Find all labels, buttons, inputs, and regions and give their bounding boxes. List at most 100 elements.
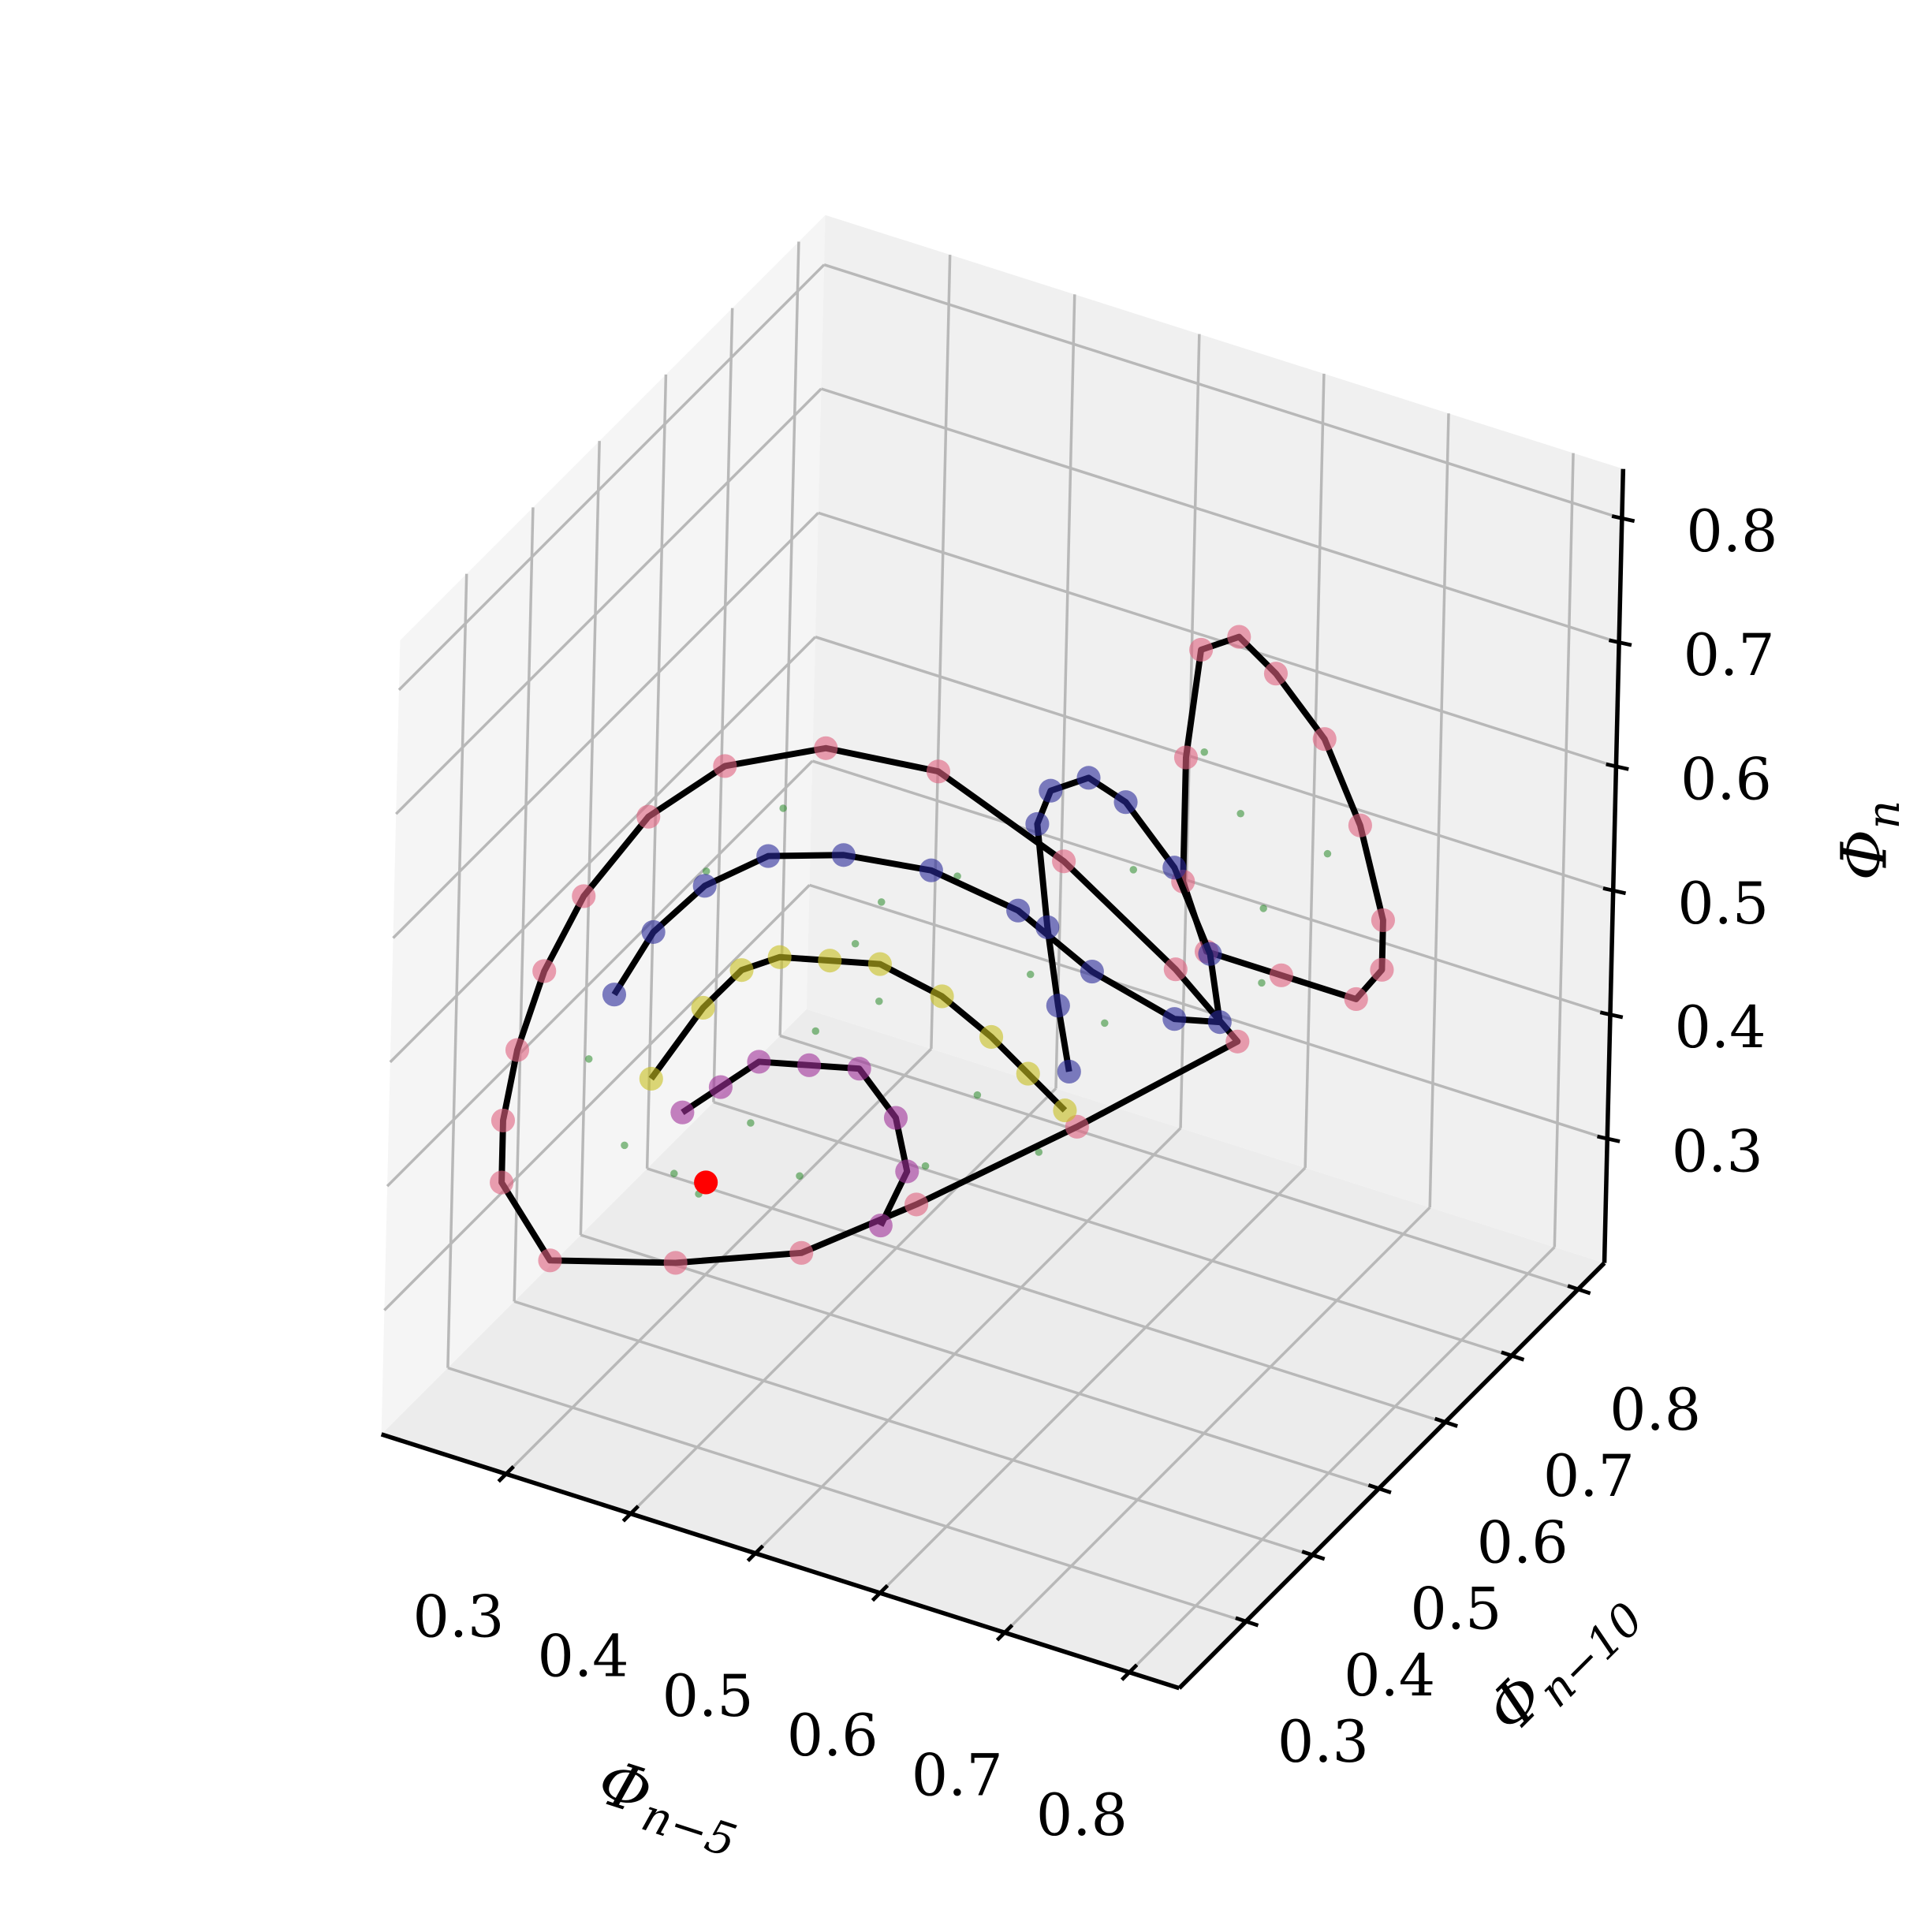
cloud-point [1129, 866, 1138, 874]
trajectory-point [868, 1214, 893, 1238]
grid-line [1128, 1246, 1556, 1673]
grid-line [645, 374, 668, 1169]
trajectory-point [1269, 963, 1293, 987]
trajectory-point [1263, 662, 1289, 686]
grid-line [930, 255, 952, 1050]
cloud-point [1101, 1019, 1109, 1028]
cloud-point [621, 1141, 628, 1150]
grid-line [1054, 294, 1076, 1089]
grid-line [389, 636, 817, 1064]
panes [381, 214, 1624, 1688]
trajectory-point [1163, 957, 1188, 982]
y-tick-label: 0.3 [1277, 1709, 1369, 1776]
trajectory-point [1006, 898, 1031, 923]
y-tick-label: 0.7 [1543, 1443, 1635, 1510]
trajectory-point [694, 1170, 718, 1195]
pane-floor [381, 1009, 1605, 1688]
grid-line [878, 1166, 1307, 1594]
grid-line [1304, 373, 1326, 1168]
grid-line [580, 1233, 1379, 1490]
grid [383, 241, 1623, 1673]
z-tick-label: 0.8 [1686, 498, 1777, 565]
trajectory-point [979, 1024, 1004, 1050]
trajectory-point [490, 1170, 514, 1195]
trajectory-point [930, 984, 954, 1009]
trajectory-point [1016, 1061, 1040, 1086]
z-tick-label: 0.4 [1675, 994, 1766, 1061]
trajectory-point [1371, 908, 1395, 932]
trajectory-point [867, 952, 892, 976]
trajectory-point [641, 919, 666, 944]
trajectory-point [919, 858, 943, 882]
z-tick-label: 0.3 [1672, 1118, 1763, 1185]
trajectory-point [729, 958, 754, 983]
grid-line [779, 1034, 1579, 1291]
x-tick-label: 0.7 [912, 1742, 1003, 1809]
y-axis-line [1177, 1261, 1606, 1690]
grid-line [447, 1366, 1247, 1624]
trajectory-point [1080, 959, 1104, 984]
cloud-point [953, 872, 961, 880]
trajectory-point [1025, 811, 1050, 836]
y-tick-label: 0.5 [1410, 1576, 1501, 1643]
trajectory-point [1227, 625, 1251, 649]
trajectory-point [1035, 915, 1060, 939]
trajectory-point [692, 874, 717, 898]
grid-line [713, 1100, 1512, 1358]
trajectory-point [1162, 1007, 1187, 1031]
cloud-point [779, 804, 787, 812]
trajectory-point [1052, 849, 1076, 874]
cloud-point [584, 1055, 593, 1063]
trajectory-point [926, 759, 951, 784]
grid-line [778, 241, 800, 1036]
trajectory-point [1312, 727, 1337, 752]
trajectory-point [1053, 1098, 1077, 1123]
y-tick-label: 0.6 [1477, 1509, 1568, 1576]
trajectory-point [572, 884, 596, 908]
trajectory-point [895, 1159, 919, 1184]
x-axis-line [380, 1432, 1180, 1691]
cloud-point [1200, 748, 1208, 756]
z-axis-title: Φn [1827, 800, 1910, 881]
trajectory-point [789, 1240, 814, 1265]
grid-line [386, 759, 814, 1188]
grid-line [513, 1300, 1313, 1557]
grid-line [395, 387, 822, 815]
trajectory-point [602, 983, 627, 1007]
grid-line [1428, 413, 1450, 1208]
trajectory-point [1057, 1059, 1081, 1084]
trajectory-point [538, 1248, 562, 1273]
trajectory-point [670, 1100, 695, 1125]
trajectory-point [818, 949, 842, 973]
trajectory-point [847, 1057, 871, 1081]
trajectory-point [532, 959, 557, 983]
trajectory-point [796, 1053, 822, 1077]
z-tick-label: 0.5 [1677, 871, 1769, 938]
trajectory-point [1348, 813, 1372, 837]
trajectory-point [663, 1251, 688, 1275]
trajectory-point [747, 1050, 771, 1074]
cloud-point [747, 1119, 755, 1127]
trajectory-point [1198, 942, 1222, 966]
trajectory-point [708, 1075, 733, 1099]
trajectory-point [883, 1106, 908, 1130]
trajectory-point [831, 843, 856, 867]
grid-line [823, 263, 1623, 520]
cloud-point [875, 997, 883, 1005]
grid-line [383, 884, 811, 1311]
z-axis-title-base: Φ [1827, 830, 1900, 881]
cloud-point [670, 1169, 678, 1177]
trajectory-line [498, 744, 1241, 1266]
grid-line [1553, 453, 1575, 1248]
cloud-point [811, 1027, 820, 1035]
grid-line [392, 512, 819, 939]
grid-line [579, 441, 601, 1236]
trajectory-point [1207, 1010, 1232, 1035]
cloud-point [1258, 979, 1266, 987]
grid-line [820, 387, 1620, 644]
trajectory-point [1189, 637, 1214, 662]
cloud-point [1259, 904, 1267, 912]
trajectory-point [1162, 856, 1187, 880]
trajectory-point [505, 1038, 530, 1062]
